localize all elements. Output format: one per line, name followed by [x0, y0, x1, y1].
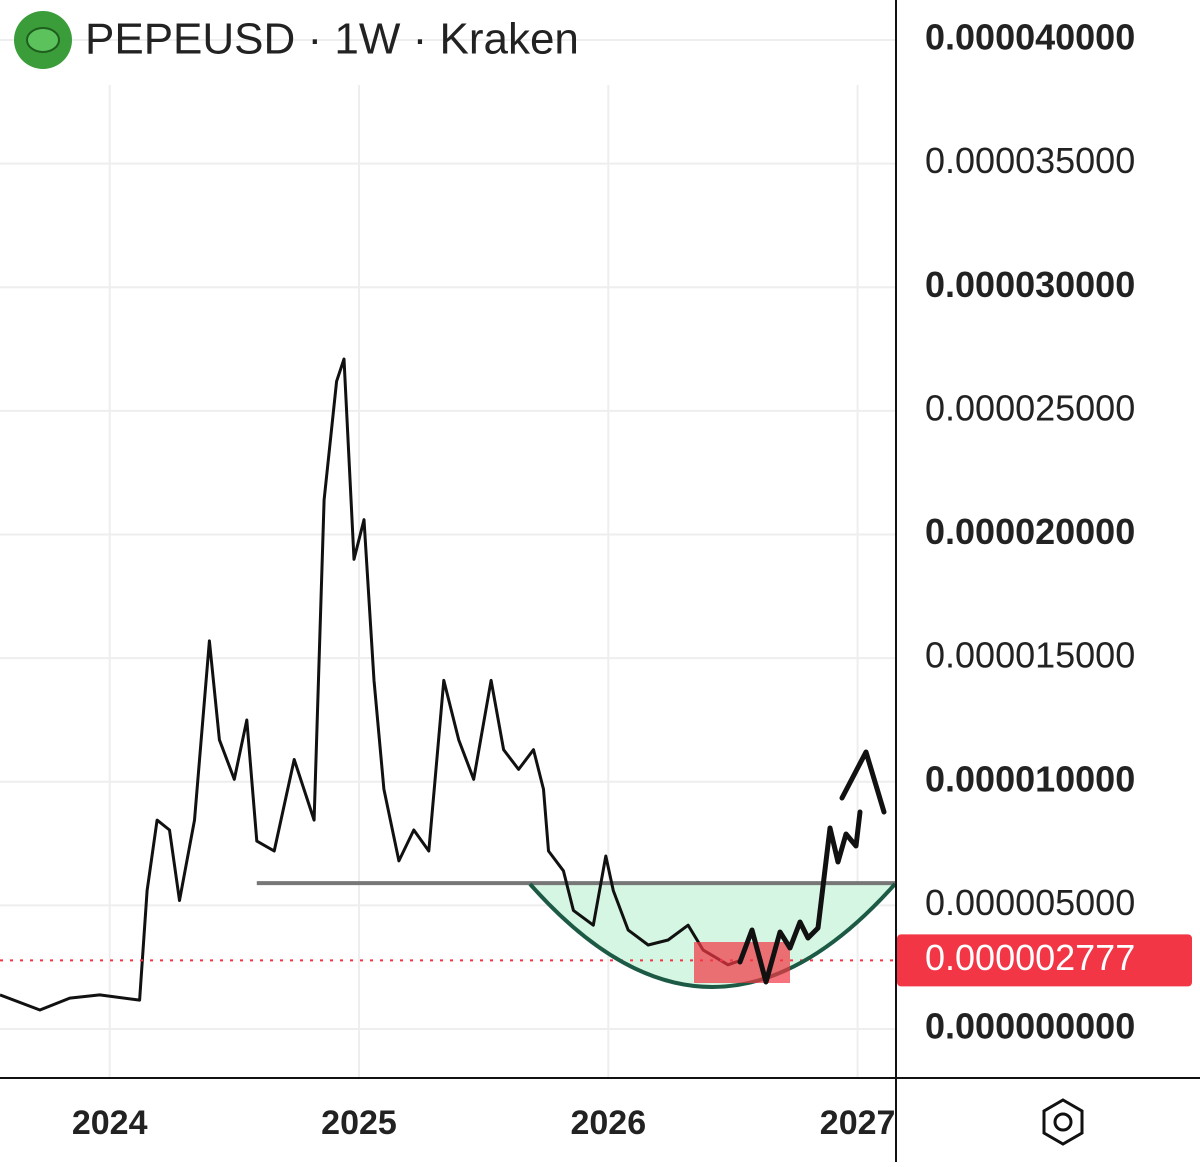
settings-icon[interactable]: [1042, 1098, 1084, 1146]
y-tick-label: 0.000010000: [925, 758, 1135, 799]
y-tick-label: 0.000015000: [925, 635, 1135, 676]
x-tick-label: 2027: [820, 1104, 896, 1142]
x-tick-label: 2024: [72, 1104, 148, 1142]
y-tick-label: 0.000020000: [925, 511, 1135, 552]
y-tick-label: 0.000025000: [925, 387, 1135, 428]
x-tick-label: 2026: [570, 1104, 646, 1142]
chart-title: PEPEUSD · 1W · Kraken: [85, 15, 579, 64]
cup-outline: [528, 882, 897, 989]
x-tick-label: 2025: [321, 1104, 397, 1142]
y-tick-label: 0.000035000: [925, 140, 1135, 181]
last-price-box: [897, 934, 1192, 987]
price-line: [0, 357, 741, 1012]
symbol-icon-face: [26, 27, 60, 53]
projection-arrow: [737, 749, 887, 985]
last-price-label: 0.000002777: [925, 937, 1135, 978]
y-tick-label: 0.000000000: [925, 1006, 1135, 1047]
y-tick-label: 0.000030000: [925, 264, 1135, 305]
y-tick-label: 0.000040000: [925, 17, 1135, 58]
y-tick-label: 0.000005000: [925, 882, 1135, 923]
plot: [0, 357, 895, 1012]
